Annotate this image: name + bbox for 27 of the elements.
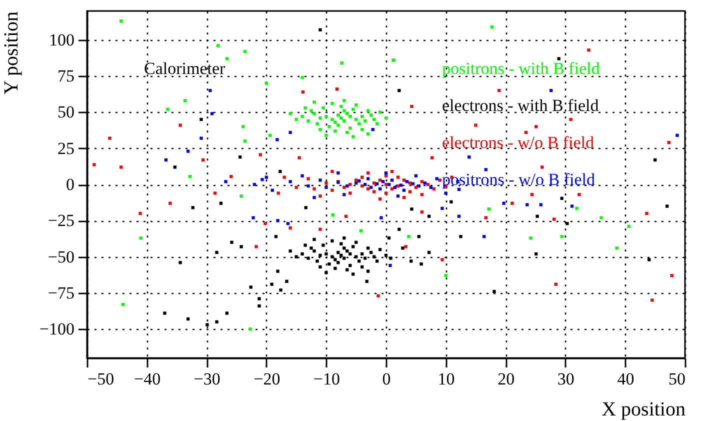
x-tick-label: 10: [438, 370, 455, 388]
y-tick-label: 25: [58, 138, 74, 158]
x-tick-label: −40: [134, 370, 161, 388]
x-axis-title: X position: [602, 398, 686, 420]
x-tick-label: 40: [617, 370, 634, 388]
y-axis-title: Y position: [0, 12, 22, 95]
x-tick-label: −20: [254, 370, 280, 388]
y-tick-label: 0: [66, 175, 74, 194]
x-tick-label: 30: [557, 370, 574, 388]
x-tick-label: −30: [194, 370, 220, 388]
series-label: positrons - w/o B field: [442, 170, 596, 189]
annotation: Calorimeter: [144, 59, 226, 78]
y-tick-label: −100: [39, 320, 74, 339]
x-tick-label: −10: [313, 370, 340, 388]
x-tick-label: 0: [382, 370, 391, 388]
y-tick-label: −50: [48, 247, 74, 266]
x-tick-label: −50: [88, 370, 114, 388]
y-tick-label: −75: [48, 283, 74, 302]
x-tick-label: 50: [668, 370, 686, 388]
y-tick-label: −25: [48, 211, 74, 230]
y-tick-label: 75: [58, 66, 74, 86]
y-tick-label: 100: [49, 30, 74, 50]
text: electrons - with B field: [442, 96, 600, 115]
series-label: electrons - w/o B field: [442, 133, 595, 152]
text: positrons - with B field: [442, 59, 600, 78]
y-tick-label: 50: [58, 102, 74, 122]
x-tick-label: 20: [498, 370, 515, 388]
